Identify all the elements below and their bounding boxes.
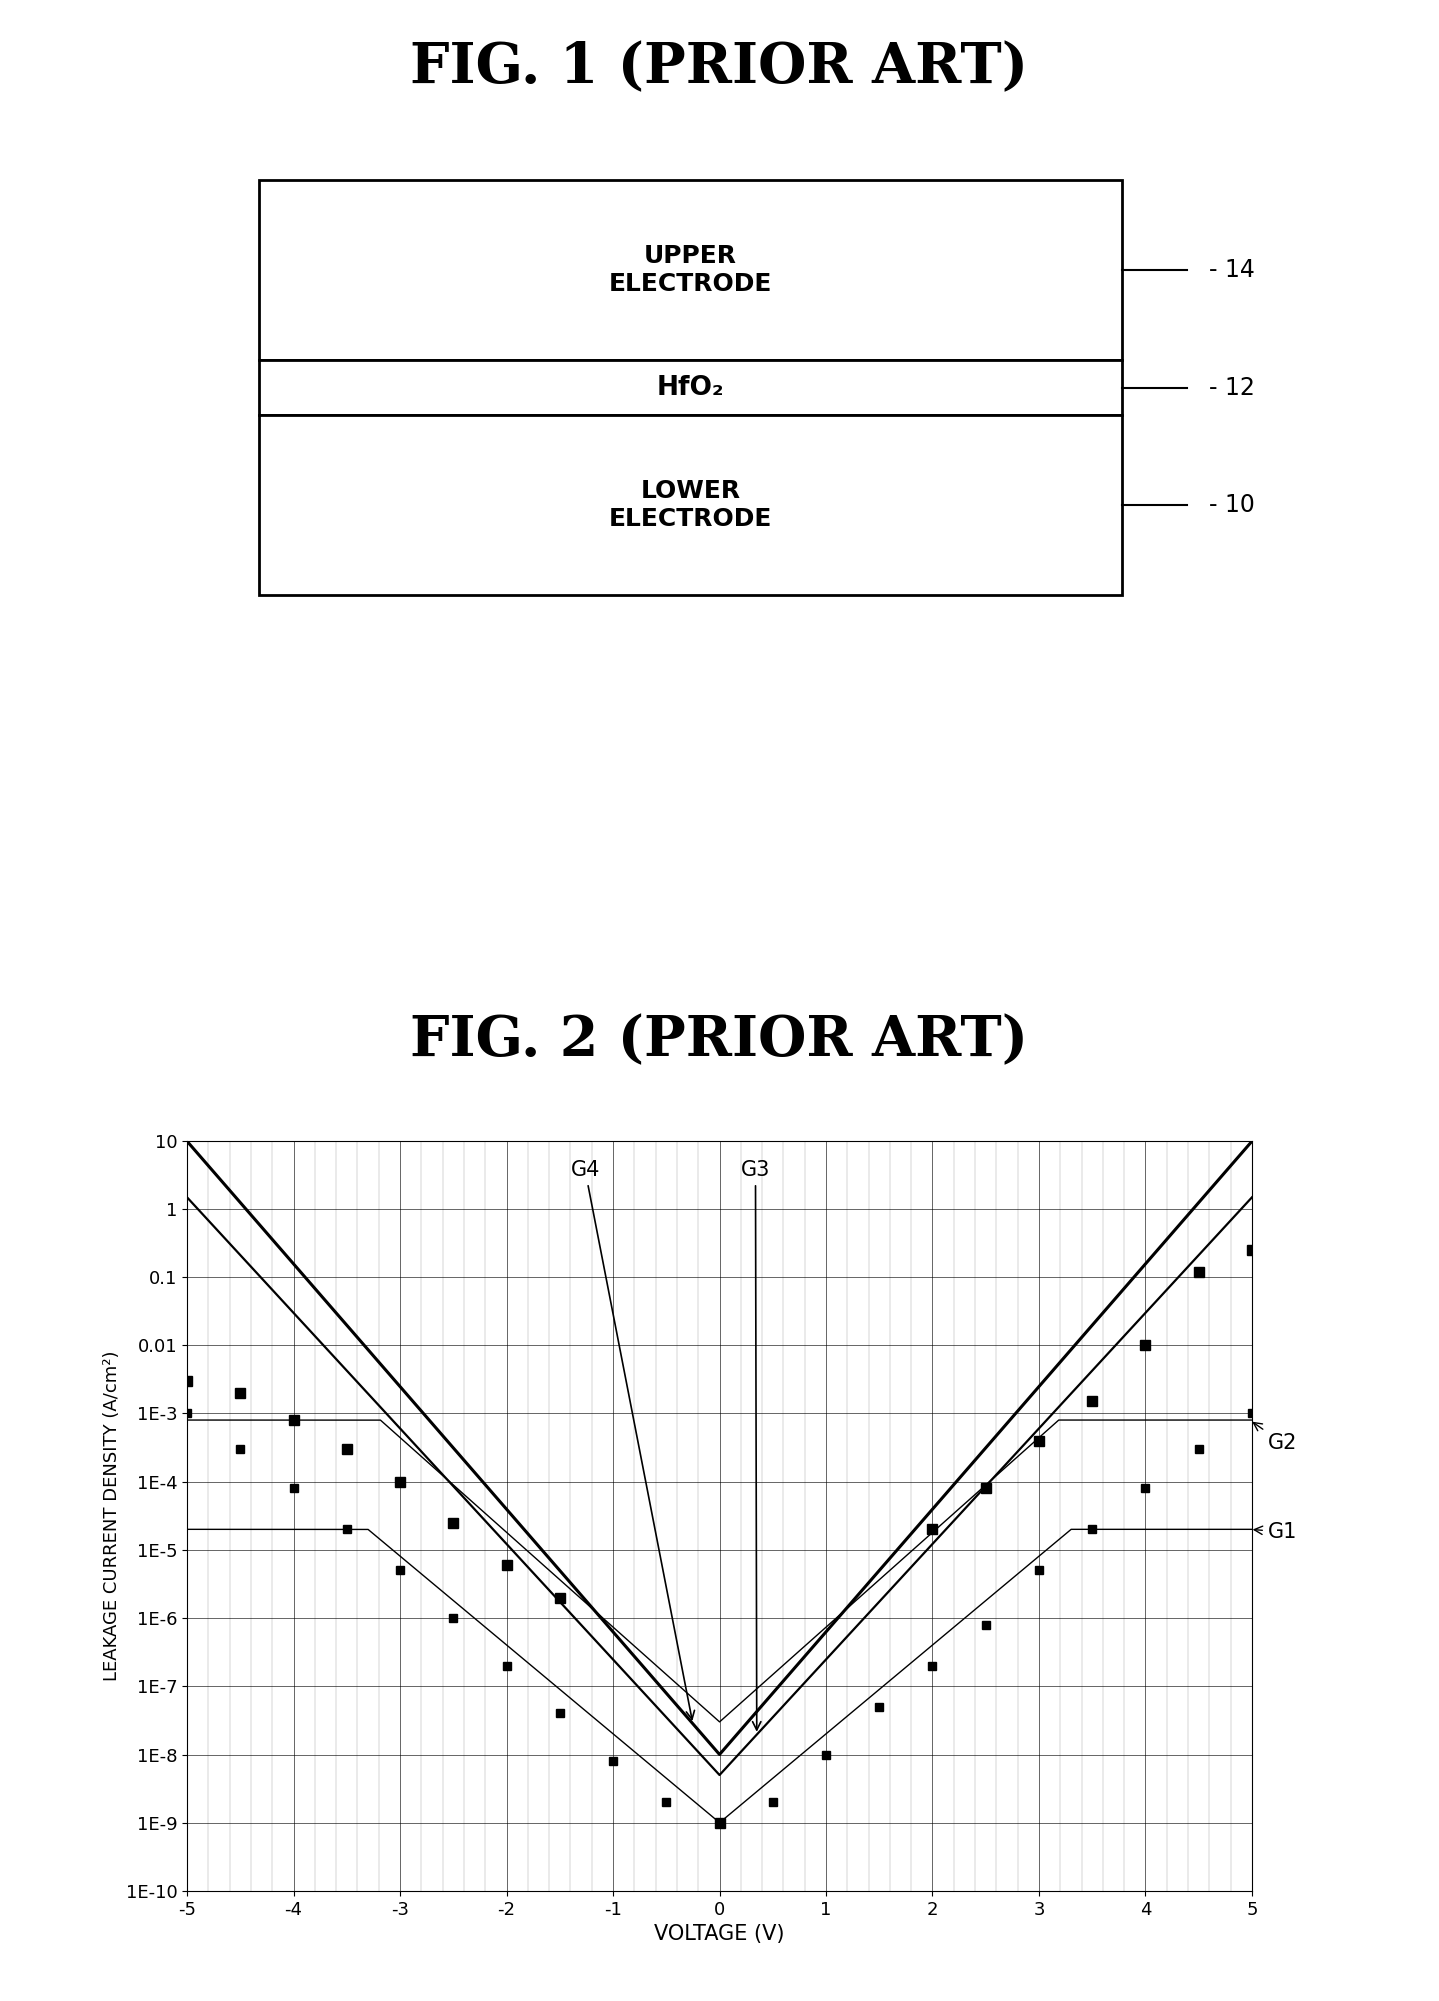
Text: G4: G4 <box>570 1161 695 1719</box>
Text: UPPER
ELECTRODE: UPPER ELECTRODE <box>609 244 773 296</box>
Text: HfO₂: HfO₂ <box>658 374 724 400</box>
Text: FIG. 2 (PRIOR ART): FIG. 2 (PRIOR ART) <box>410 1013 1029 1069</box>
Text: LOWER
ELECTRODE: LOWER ELECTRODE <box>609 480 773 530</box>
Text: FIG. 1 (PRIOR ART): FIG. 1 (PRIOR ART) <box>410 40 1029 94</box>
X-axis label: VOLTAGE (V): VOLTAGE (V) <box>655 1925 784 1945</box>
Bar <box>259 360 1122 416</box>
Bar <box>259 416 1122 596</box>
Text: - 12: - 12 <box>1209 376 1255 400</box>
Text: G1: G1 <box>1255 1523 1298 1543</box>
Text: G2: G2 <box>1253 1423 1298 1453</box>
Y-axis label: LEAKAGE CURRENT DENSITY (A/cm²): LEAKAGE CURRENT DENSITY (A/cm²) <box>104 1351 121 1681</box>
Text: G3: G3 <box>741 1161 770 1731</box>
Bar <box>259 180 1122 360</box>
Text: - 10: - 10 <box>1209 494 1255 516</box>
Text: - 14: - 14 <box>1209 258 1255 282</box>
